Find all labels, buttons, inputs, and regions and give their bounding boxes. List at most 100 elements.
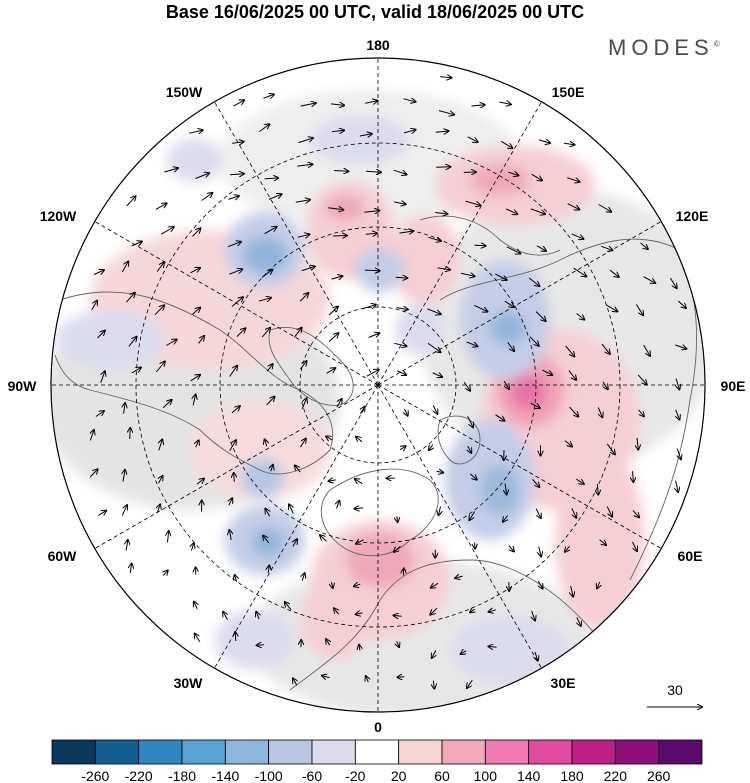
wind-vector <box>271 465 273 472</box>
lon-label-90w: 90W <box>8 378 38 394</box>
wind-vector <box>257 645 264 646</box>
wind-vector <box>428 237 441 241</box>
wind-vector <box>471 105 485 106</box>
colorbar-tick-label: -260 <box>81 768 109 783</box>
wind-vector <box>429 445 433 451</box>
wind-vector <box>632 510 639 517</box>
lon-label-60e: 60E <box>678 548 703 564</box>
wind-vector <box>334 171 348 172</box>
wind-vector <box>565 545 570 552</box>
wind-vector <box>530 208 545 214</box>
wind-vector <box>334 608 339 615</box>
wind-vector <box>467 136 478 142</box>
wind-vector <box>535 508 541 518</box>
wind-vector <box>128 337 137 347</box>
colorbar-swatch <box>658 739 703 765</box>
wind-vector <box>196 440 199 448</box>
wind-vector <box>505 208 517 214</box>
wind-vector <box>430 607 438 614</box>
wind-vector <box>506 246 521 254</box>
wind-vector <box>266 364 272 372</box>
wind-vector <box>397 641 399 647</box>
wind-vector <box>638 409 644 417</box>
wind-vector <box>196 479 204 485</box>
wind-vector <box>676 378 679 390</box>
wind-vector <box>438 110 454 115</box>
wind-vector <box>285 602 292 611</box>
wind-vector <box>495 414 505 421</box>
meridian-line <box>377 221 662 386</box>
wind-vector <box>231 297 243 307</box>
colorbar-swatch <box>51 739 96 765</box>
wind-vector <box>229 440 236 451</box>
wind-vector <box>326 368 336 374</box>
wind-vector <box>337 501 340 509</box>
wind-vector <box>669 277 676 288</box>
wind-vector <box>256 612 259 620</box>
wind-vector <box>329 480 336 481</box>
wind-vector <box>427 342 440 352</box>
wind-vector <box>236 328 246 337</box>
colorbar-tick-label: 140 <box>517 768 541 783</box>
wind-vector <box>293 328 301 338</box>
wind-vector <box>223 612 227 621</box>
wind-vector <box>355 508 364 509</box>
colorbar-tick-label: 260 <box>647 768 671 783</box>
wind-vector <box>364 211 379 213</box>
wind-vector <box>126 540 128 551</box>
lon-label-30w: 30W <box>174 675 204 691</box>
wind-vector <box>93 270 104 275</box>
wind-vector <box>331 130 344 131</box>
wind-vector <box>359 134 372 136</box>
wind-vector <box>336 399 342 408</box>
wind-vector <box>299 293 308 302</box>
wind-vector <box>166 340 176 346</box>
wind-vector <box>160 227 174 235</box>
wind-vector <box>95 411 104 417</box>
wind-vector <box>164 168 178 173</box>
wind-vector <box>300 103 316 106</box>
colorbar-swatch <box>311 739 356 765</box>
wind-vector <box>235 632 236 642</box>
wind-vector <box>637 437 638 450</box>
wind-vector <box>676 409 680 420</box>
wind-vector <box>159 440 163 451</box>
wind-vector <box>326 436 333 440</box>
wind-vector <box>675 345 686 349</box>
wind-vector <box>264 178 279 179</box>
wind-vector <box>268 566 269 574</box>
wind-vector <box>437 268 450 270</box>
wind-vector <box>542 369 553 375</box>
wind-vector <box>302 573 304 581</box>
wind-vector <box>503 515 508 522</box>
wind-vector <box>194 602 198 610</box>
colorbar-tick-label: 60 <box>434 768 450 783</box>
wind-vector <box>328 307 338 316</box>
wind-vector <box>504 300 514 307</box>
wind-vector <box>633 471 634 482</box>
wind-vector <box>508 545 514 552</box>
colorbar-tick-label: -180 <box>168 768 196 783</box>
wind-vector <box>474 245 486 246</box>
wind-vector <box>489 646 497 647</box>
colorbar-tick-label: -140 <box>211 768 239 783</box>
wind-vector <box>601 343 610 354</box>
wind-vector <box>433 405 437 414</box>
wind-vector <box>297 234 310 237</box>
wind-vector <box>331 581 332 588</box>
wind-vector <box>91 301 97 311</box>
wind-vector <box>397 516 398 522</box>
wind-vector <box>467 679 473 688</box>
wind-vector <box>439 506 441 516</box>
lon-label-60w: 60W <box>48 548 78 564</box>
wind-vector <box>432 373 443 377</box>
wind-vector <box>356 613 363 615</box>
wind-vector <box>571 585 573 597</box>
wind-vector <box>435 131 449 132</box>
colorbar-tick-label: 20 <box>391 768 407 783</box>
wind-vector <box>360 407 364 415</box>
wind-vector <box>643 344 650 356</box>
wind-vector <box>535 651 538 661</box>
wind-vector <box>297 164 312 166</box>
wind-vector <box>565 345 575 356</box>
